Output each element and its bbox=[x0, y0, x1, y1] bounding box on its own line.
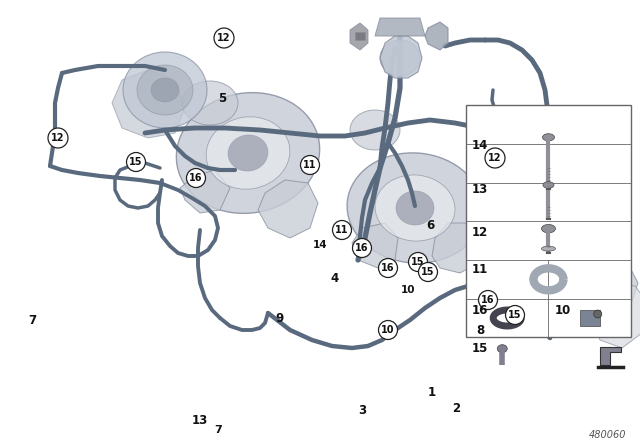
Text: 15: 15 bbox=[129, 157, 143, 167]
Polygon shape bbox=[592, 283, 640, 348]
Text: 13: 13 bbox=[192, 414, 208, 426]
Ellipse shape bbox=[594, 310, 602, 318]
Text: 10: 10 bbox=[401, 285, 415, 295]
Circle shape bbox=[127, 152, 145, 172]
Text: 11: 11 bbox=[335, 225, 349, 235]
Text: 12: 12 bbox=[488, 153, 502, 163]
Ellipse shape bbox=[350, 110, 400, 150]
Text: 11: 11 bbox=[472, 263, 488, 276]
Ellipse shape bbox=[151, 78, 179, 102]
Text: 14: 14 bbox=[472, 139, 488, 152]
Polygon shape bbox=[112, 70, 185, 138]
Ellipse shape bbox=[182, 81, 238, 125]
Polygon shape bbox=[258, 180, 318, 238]
Ellipse shape bbox=[516, 222, 580, 278]
Text: 16: 16 bbox=[472, 303, 488, 316]
Text: 6: 6 bbox=[426, 219, 434, 232]
Text: 10: 10 bbox=[381, 325, 395, 335]
Text: 8: 8 bbox=[476, 323, 484, 336]
Text: 5: 5 bbox=[218, 91, 226, 104]
Ellipse shape bbox=[497, 345, 508, 353]
Circle shape bbox=[485, 148, 505, 168]
Text: 7: 7 bbox=[214, 425, 222, 435]
Text: 7: 7 bbox=[28, 314, 36, 327]
Text: 16: 16 bbox=[355, 243, 369, 253]
Text: 16: 16 bbox=[189, 173, 203, 183]
Text: 15: 15 bbox=[472, 342, 488, 355]
Text: 16: 16 bbox=[481, 295, 495, 305]
Polygon shape bbox=[375, 18, 425, 36]
Text: 16: 16 bbox=[381, 263, 395, 273]
Text: 15: 15 bbox=[508, 310, 522, 320]
Circle shape bbox=[48, 128, 68, 148]
Text: 11: 11 bbox=[303, 160, 317, 170]
Ellipse shape bbox=[543, 134, 554, 141]
Bar bbox=[466, 105, 631, 337]
Ellipse shape bbox=[543, 182, 554, 188]
Circle shape bbox=[419, 263, 438, 281]
Ellipse shape bbox=[137, 65, 193, 115]
Polygon shape bbox=[352, 223, 398, 268]
Text: 1: 1 bbox=[428, 385, 436, 399]
Text: 9: 9 bbox=[276, 311, 284, 324]
Ellipse shape bbox=[541, 224, 556, 233]
Text: 3: 3 bbox=[358, 404, 366, 417]
Polygon shape bbox=[600, 347, 621, 365]
Ellipse shape bbox=[396, 191, 434, 225]
Ellipse shape bbox=[375, 175, 455, 241]
Text: 12: 12 bbox=[472, 226, 488, 239]
Ellipse shape bbox=[493, 202, 603, 298]
Ellipse shape bbox=[541, 246, 556, 251]
Text: 15: 15 bbox=[412, 257, 425, 267]
Polygon shape bbox=[562, 248, 638, 330]
Ellipse shape bbox=[228, 135, 268, 171]
Circle shape bbox=[214, 28, 234, 48]
Ellipse shape bbox=[177, 93, 319, 213]
Polygon shape bbox=[350, 23, 368, 50]
Circle shape bbox=[186, 168, 205, 188]
Text: 13: 13 bbox=[472, 184, 488, 197]
Ellipse shape bbox=[347, 153, 483, 263]
Polygon shape bbox=[180, 170, 230, 213]
Text: 15: 15 bbox=[421, 267, 435, 277]
Ellipse shape bbox=[123, 52, 207, 128]
Text: 4: 4 bbox=[331, 271, 339, 284]
Polygon shape bbox=[432, 223, 482, 273]
Circle shape bbox=[333, 220, 351, 240]
Text: 14: 14 bbox=[313, 240, 327, 250]
Text: 12: 12 bbox=[51, 133, 65, 143]
Text: 480060: 480060 bbox=[589, 430, 626, 440]
Circle shape bbox=[378, 320, 397, 340]
Ellipse shape bbox=[380, 40, 420, 76]
Circle shape bbox=[506, 306, 525, 324]
Text: 12: 12 bbox=[217, 33, 231, 43]
Polygon shape bbox=[355, 32, 365, 40]
Circle shape bbox=[408, 253, 428, 271]
Ellipse shape bbox=[206, 117, 290, 189]
Polygon shape bbox=[380, 36, 422, 78]
Polygon shape bbox=[425, 22, 448, 50]
Circle shape bbox=[479, 290, 497, 310]
Circle shape bbox=[378, 258, 397, 277]
Text: 2: 2 bbox=[452, 401, 460, 414]
Text: 10: 10 bbox=[554, 303, 571, 316]
Circle shape bbox=[301, 155, 319, 175]
Bar bbox=[580, 310, 600, 326]
Circle shape bbox=[353, 238, 371, 258]
